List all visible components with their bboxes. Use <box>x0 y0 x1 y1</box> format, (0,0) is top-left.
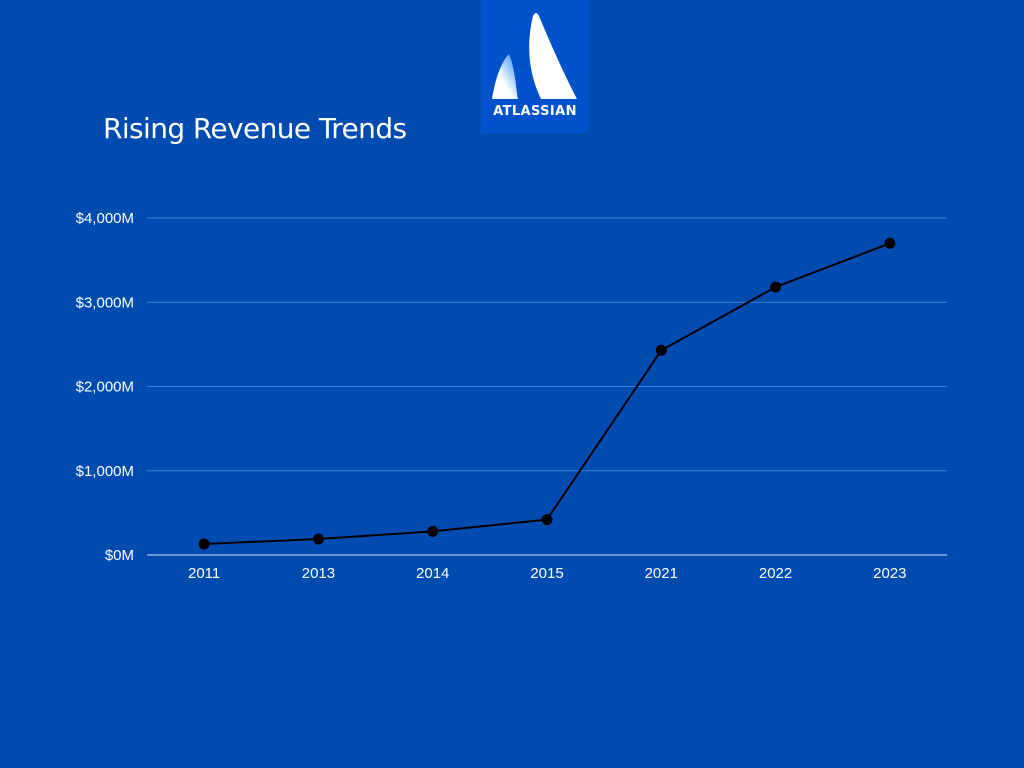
data-point <box>770 281 782 293</box>
y-tick-label: $3,000M <box>76 294 134 311</box>
x-tick-label: 2013 <box>302 565 335 582</box>
y-tick-label: $0M <box>105 547 134 564</box>
x-tick-label: 2021 <box>645 565 678 582</box>
chart-title: Rising Revenue Trends <box>103 112 407 145</box>
y-tick-label: $4,000M <box>76 210 134 227</box>
data-point <box>198 538 210 550</box>
data-point <box>312 533 324 545</box>
data-point <box>541 514 553 526</box>
data-point <box>884 237 896 249</box>
atlassian-logo: ATLASSIAN <box>481 0 589 133</box>
x-tick-label: 2022 <box>759 565 792 582</box>
series-line <box>204 242 891 545</box>
atlassian-wordmark: ATLASSIAN <box>493 104 577 119</box>
x-tick-label: 2015 <box>530 565 563 582</box>
data-point <box>427 525 439 537</box>
data-point <box>655 344 667 356</box>
atlassian-logo-icon <box>481 0 589 133</box>
x-tick-label: 2014 <box>416 565 449 582</box>
x-tick-label: 2011 <box>188 565 220 582</box>
y-tick-label: $1,000M <box>76 463 134 480</box>
x-tick-label: 2023 <box>873 565 906 582</box>
y-tick-label: $2,000M <box>76 379 134 396</box>
